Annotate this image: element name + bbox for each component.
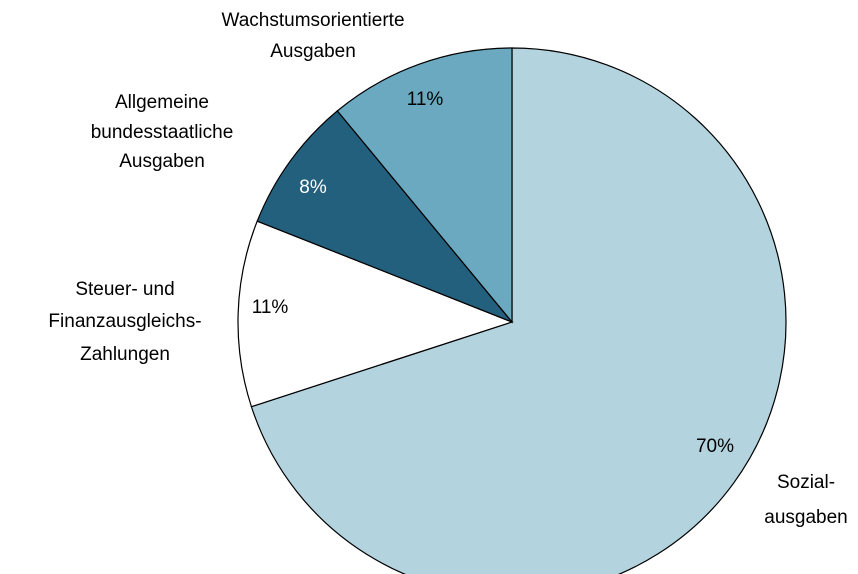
pie-slice	[250, 47, 787, 574]
category-label: Wachstumsorientierte	[221, 10, 404, 31]
value-label: 70%	[696, 436, 734, 457]
category-label: Steuer- und	[75, 279, 174, 300]
category-label: Zahlungen	[80, 344, 170, 365]
category-label: bundesstaatliche	[91, 122, 234, 143]
category-label: Ausgaben	[270, 41, 356, 62]
value-label: 8%	[299, 177, 327, 198]
category-label: Allgemeine	[115, 92, 209, 113]
category-label: Ausgaben	[119, 151, 205, 172]
pie-slice	[336, 47, 513, 324]
pie-slice	[237, 220, 514, 408]
category-label: Sozial-	[777, 472, 835, 493]
pie-slice	[256, 110, 513, 323]
category-label: Finanzausgleichs-	[48, 311, 201, 332]
category-label: ausgaben	[764, 507, 847, 528]
value-label: 11%	[252, 297, 289, 318]
value-label: 11%	[407, 89, 444, 110]
